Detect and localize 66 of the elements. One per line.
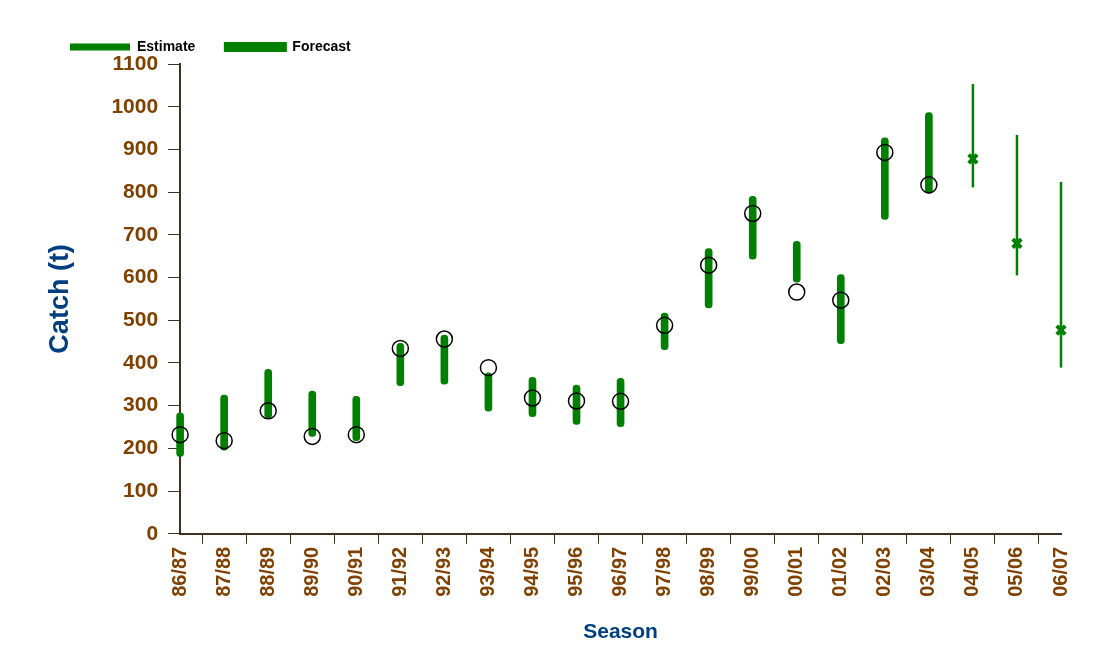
point (876, 143, 894, 162)
point (567, 392, 586, 410)
x-tick-label: 99/00 (740, 546, 763, 597)
point (479, 358, 498, 377)
point (655, 316, 674, 335)
y-axis-title: Catch (t) (43, 244, 74, 354)
point (699, 256, 718, 274)
point (435, 330, 454, 348)
bar (352, 395, 361, 441)
point (215, 431, 233, 450)
x-tick-label: 93/94 (475, 545, 498, 597)
point (347, 425, 366, 444)
y-tick-label: 100 (123, 477, 159, 501)
point (171, 425, 189, 444)
x-tick-label: 03/04 (916, 545, 939, 597)
bar (308, 390, 317, 437)
x-tick-label: 91/92 (387, 546, 410, 597)
y-tick-label: 600 (123, 264, 159, 288)
point (1054, 323, 1068, 337)
y-tick-label: 0 (146, 520, 159, 544)
x-tick-label: 98/99 (696, 546, 719, 597)
legend-label: Forecast (292, 37, 352, 54)
point (523, 389, 542, 407)
y-tick-label: 800 (123, 178, 159, 202)
bar (748, 196, 757, 260)
x-tick-label: 02/03 (872, 546, 895, 597)
x-tick-label: 05/06 (1004, 546, 1027, 597)
y-tick-label: 1000 (111, 93, 159, 117)
point (303, 427, 321, 446)
point (1010, 237, 1024, 250)
x-tick-label: 86/87 (167, 546, 190, 597)
point (611, 392, 630, 411)
point (787, 283, 806, 301)
point (832, 291, 850, 309)
bar (925, 112, 933, 194)
x-tick-label: 01/02 (828, 546, 851, 597)
bar (836, 274, 845, 345)
point (391, 339, 410, 358)
bar (220, 394, 228, 451)
x-tick-label: 87/88 (211, 546, 234, 597)
y-tick-label: 200 (123, 435, 159, 459)
y-tick-label: 400 (123, 349, 159, 373)
point (920, 176, 938, 194)
x-tick-label: 94/95 (519, 546, 542, 597)
point (966, 152, 980, 166)
x-tick-label: 04/05 (960, 546, 983, 597)
bar (264, 369, 273, 419)
x-tick-label: 90/91 (343, 546, 366, 597)
bar (880, 137, 889, 220)
bar (792, 240, 801, 283)
point (259, 402, 277, 420)
x-tick-label: 00/01 (784, 546, 807, 597)
y-tick-label: 500 (123, 307, 159, 331)
bar (176, 412, 184, 457)
point (743, 204, 762, 223)
x-tick-label: 96/97 (608, 546, 631, 597)
y-tick-label: 300 (123, 392, 159, 416)
x-tick-label: 97/98 (652, 546, 675, 597)
y-tick-label: 700 (123, 221, 159, 245)
y-tick-label: 900 (123, 136, 159, 160)
x-tick-label: 92/93 (431, 546, 454, 597)
x-tick-label: 89/90 (299, 546, 322, 597)
x-axis-title: Season (583, 619, 658, 643)
x-tick-label: 88/89 (255, 546, 278, 597)
x-tick-label: 06/07 (1048, 546, 1071, 597)
x-tick-label: 95/96 (564, 546, 587, 597)
